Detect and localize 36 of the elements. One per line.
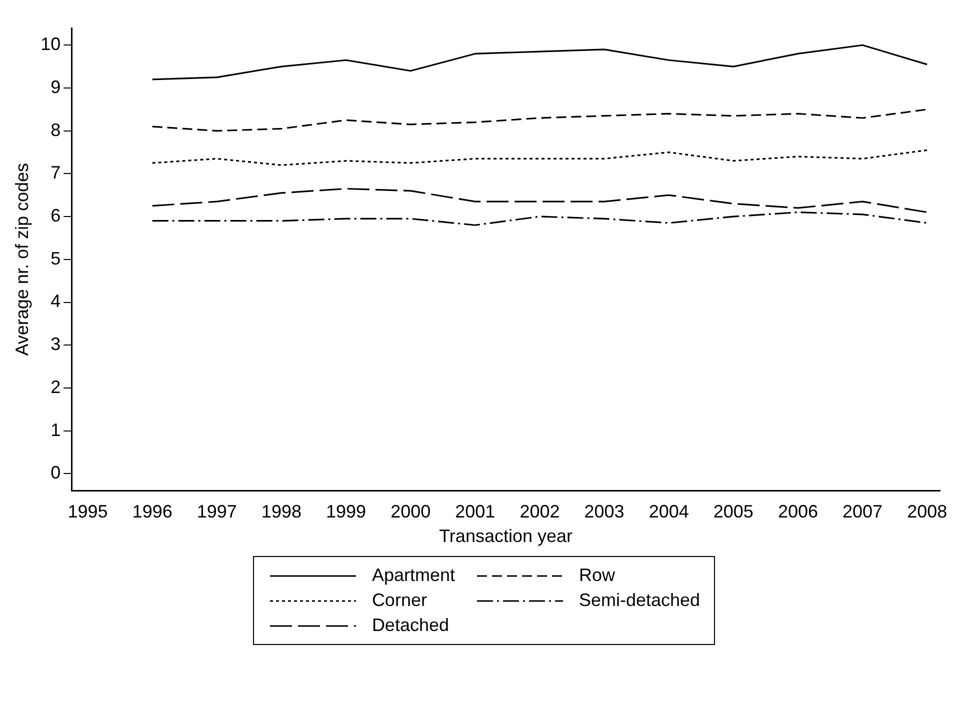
x-tick-label: 2008	[907, 502, 948, 522]
legend-label: Apartment	[372, 565, 455, 586]
x-tick-label: 2007	[842, 502, 883, 522]
y-tick-label: 7	[50, 162, 61, 183]
x-tick-label: 1995	[68, 502, 108, 522]
y-axis-title: Average nr. of zip codes	[12, 163, 32, 356]
x-tick-label: 2003	[584, 502, 624, 522]
x-tick-label: 2006	[778, 502, 818, 522]
y-tick-label: 9	[50, 76, 61, 97]
y-tick-label: 10	[40, 34, 61, 54]
legend-label: Corner	[372, 590, 427, 611]
x-tick-label: 2005	[713, 502, 754, 522]
x-tick-label: 2004	[648, 502, 689, 522]
y-tick-label: 4	[50, 291, 61, 312]
y-tick-label: 8	[50, 120, 61, 140]
y-tick-label: 0	[50, 462, 61, 483]
x-tick-label: 1996	[132, 502, 172, 522]
legend-label: Detached	[372, 615, 449, 636]
y-tick-label: 3	[50, 334, 61, 354]
y-tick-label: 1	[50, 420, 61, 440]
x-tick-label: 1999	[326, 502, 366, 522]
line-series	[152, 211, 928, 226]
legend-label: Row	[578, 565, 615, 586]
y-tick-label: 5	[50, 248, 61, 268]
x-tick-label: 2002	[520, 502, 560, 522]
y-tick-label: 2	[50, 376, 61, 397]
x-tick-label: 1998	[261, 502, 302, 522]
x-axis-title: Transaction year	[439, 526, 573, 546]
x-tick-label: 2001	[455, 502, 496, 522]
line-series	[152, 188, 928, 214]
x-tick-label: 2000	[390, 502, 431, 522]
line-series	[152, 108, 928, 132]
legend-label: Semi-detached	[578, 590, 700, 611]
line-series	[152, 149, 928, 166]
y-tick-label: 6	[50, 206, 61, 226]
x-tick-label: 1997	[196, 502, 237, 522]
